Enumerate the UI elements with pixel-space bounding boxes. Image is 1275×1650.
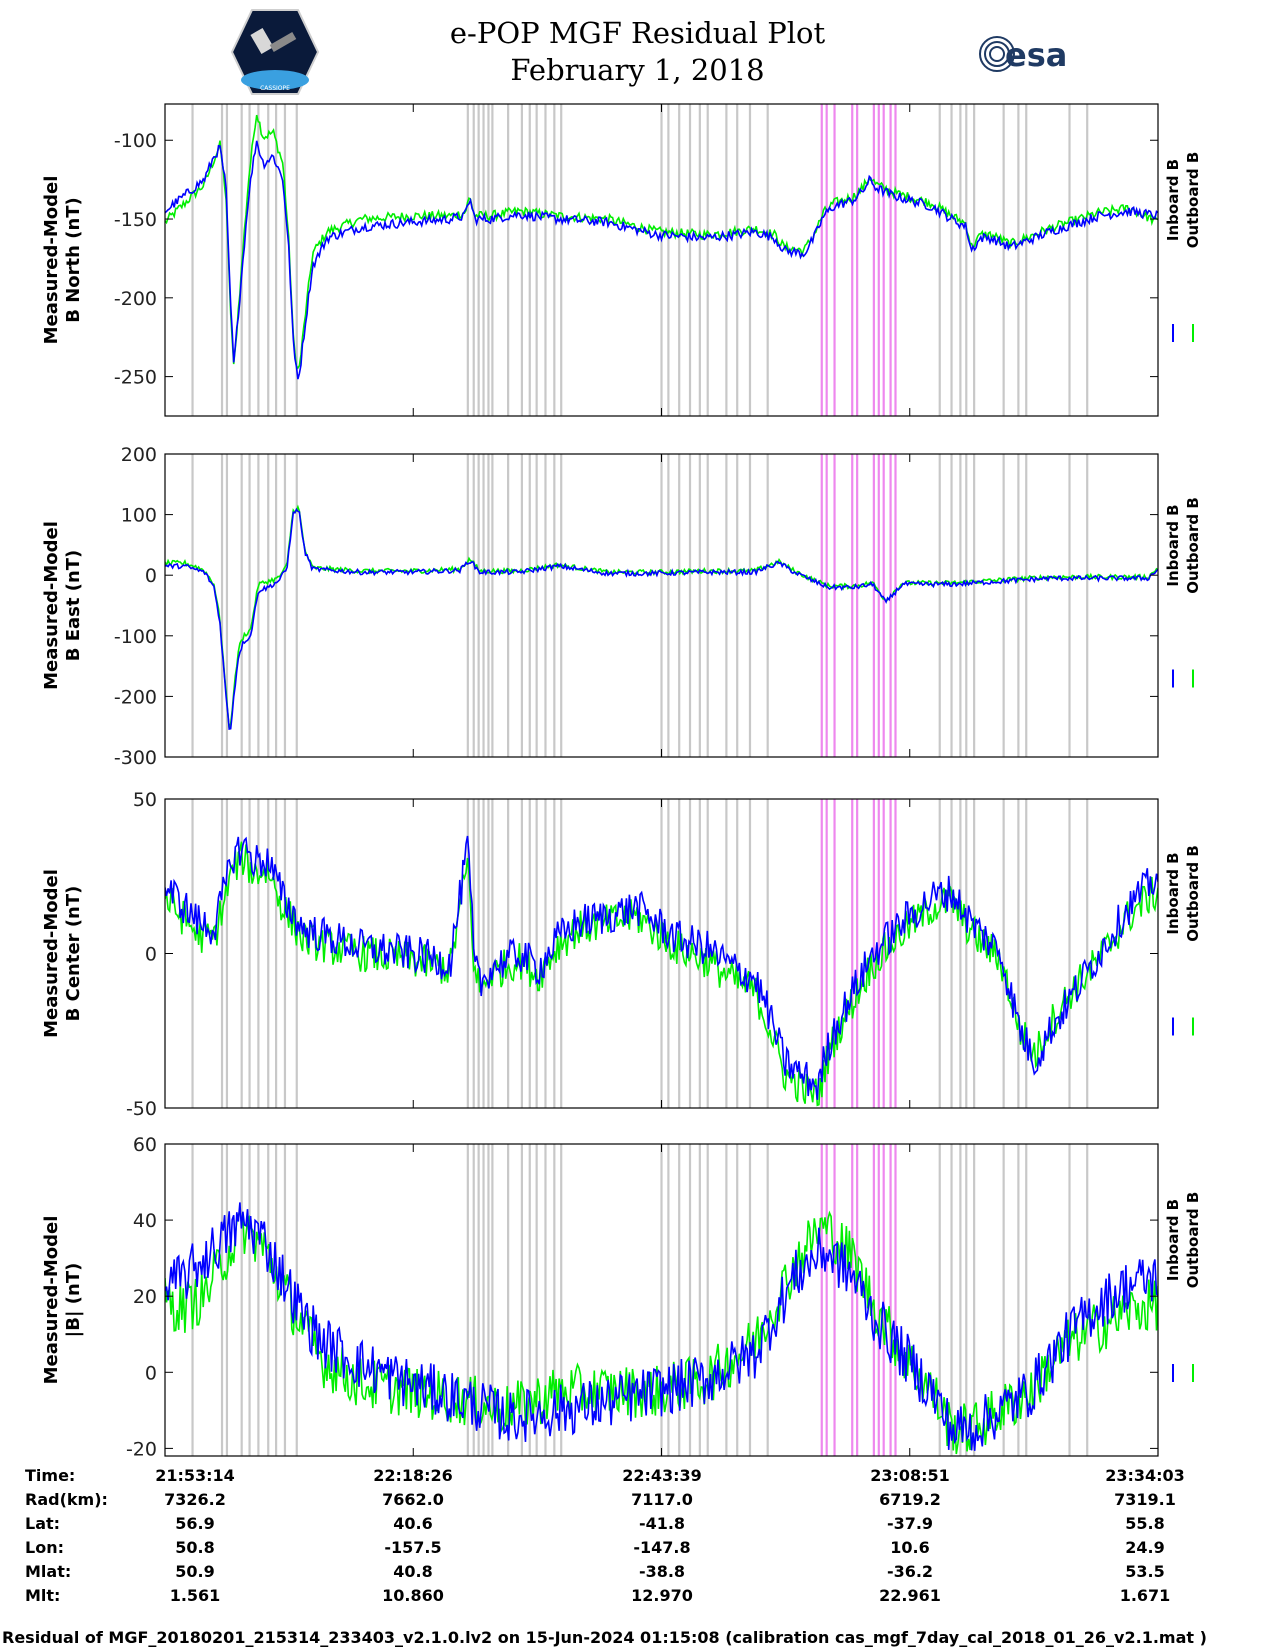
y-tick-label: 100 (121, 505, 157, 527)
time-value: 22:18:26 (373, 1466, 453, 1485)
outboard-series-line (165, 114, 1158, 370)
y-axis-label: Measured-ModelB Center (nT) (41, 869, 84, 1038)
y-axis-label: Measured-ModelB North (nT) (41, 176, 84, 345)
y-tick-label: -200 (114, 686, 157, 708)
rad-value: 7662.0 (382, 1490, 444, 1509)
svg-text:esa: esa (1005, 36, 1067, 74)
esa-logo: esa (979, 36, 1067, 74)
y-tick-label: 0 (145, 565, 157, 587)
rad-value: 7319.1 (1114, 1490, 1176, 1509)
rad-value: 7117.0 (631, 1490, 693, 1509)
row-label-lon: Lon: (25, 1538, 64, 1557)
inboard-series-line (165, 507, 1158, 730)
lon-value: 50.8 (175, 1538, 215, 1557)
lon-value: -157.5 (384, 1538, 442, 1557)
y-tick-label: -50 (126, 1098, 157, 1120)
y-tick-label: 40 (133, 1210, 157, 1232)
panel-total: 60 40 20 0 -20 Measured-Model|B| (nT) Inboard … (41, 1134, 1202, 1460)
inboard-series-line (165, 1202, 1158, 1451)
legend-outboard-label: Outboard B (1184, 845, 1202, 942)
mlt-value: 1.561 (169, 1586, 221, 1605)
y-tick-label: -200 (114, 288, 157, 310)
row-label-rad: Rad(km): (25, 1490, 108, 1509)
lon-value: 10.6 (890, 1538, 930, 1557)
time-value: 23:34:03 (1105, 1466, 1185, 1485)
lon-value: 24.9 (1125, 1538, 1165, 1557)
mlat-value: 53.5 (1125, 1562, 1165, 1581)
inboard-series-line (165, 140, 1158, 380)
y-tick-label: 60 (133, 1134, 157, 1156)
chart-subtitle-date: February 1, 2018 (510, 53, 765, 87)
lon-value: -147.8 (633, 1538, 691, 1557)
legend-inboard-label: Inboard B (1164, 504, 1182, 586)
mlt-value: 10.860 (382, 1586, 444, 1605)
rad-value: 7326.2 (164, 1490, 226, 1509)
y-axis-label: Measured-ModelB East (nT) (41, 521, 84, 690)
mlat-value: 40.8 (393, 1562, 433, 1581)
y-tick-label: 0 (145, 1362, 157, 1384)
panel-center: 50 0 -50 Measured-ModelB Center (nT) Inboard… (41, 789, 1202, 1120)
svg-text:CASSIOPE: CASSIOPE (260, 85, 290, 92)
mlt-value: 12.970 (631, 1586, 693, 1605)
mlt-value: 22.961 (879, 1586, 941, 1605)
time-value: 22:43:39 (622, 1466, 702, 1485)
panel-east: 200 100 0 -100 -200 -300 Measured-ModelB East … (41, 444, 1202, 769)
row-label-mlat: Mlat: (25, 1562, 72, 1581)
time-value: 23:08:51 (870, 1466, 950, 1485)
lat-value: 56.9 (175, 1514, 215, 1533)
panel-north: -100 -150 -200 -250 Measured-ModelB North (n… (41, 103, 1202, 417)
y-tick-label: -250 (114, 367, 157, 389)
chart-title: e-POP MGF Residual Plot (449, 16, 826, 50)
row-label-lat: Lat: (25, 1514, 61, 1533)
y-tick-label: -100 (114, 626, 157, 648)
y-tick-label: 50 (133, 789, 157, 811)
inboard-series-line (165, 835, 1158, 1100)
outboard-series-line (165, 1209, 1158, 1455)
y-tick-label: 20 (133, 1286, 157, 1308)
footer-caption: Residual of MGF_20180201_215314_233403_v… (2, 1628, 1207, 1647)
lat-value: 40.6 (393, 1514, 433, 1533)
legend-outboard-label: Outboard B (1184, 152, 1202, 249)
mlat-value: -36.2 (886, 1562, 934, 1581)
mlt-value: 1.671 (1119, 1586, 1171, 1605)
cassiope-logo: CASSIOPE (230, 9, 320, 95)
legend-inboard-label: Inboard B (1164, 1199, 1182, 1281)
lat-value: -41.8 (638, 1514, 686, 1533)
outboard-series-line (165, 504, 1158, 729)
legend-outboard-label: Outboard B (1184, 1192, 1202, 1289)
y-tick-label: 0 (145, 944, 157, 966)
y-axis-label: Measured-Model|B| (nT) (41, 1216, 84, 1385)
mlat-value: 50.9 (175, 1562, 215, 1581)
lat-value: -37.9 (886, 1514, 934, 1533)
y-tick-label: -20 (126, 1438, 157, 1460)
legend-inboard-label: Inboard B (1164, 159, 1182, 241)
rad-value: 6719.2 (879, 1490, 941, 1509)
mlat-value: -38.8 (638, 1562, 686, 1581)
y-tick-label: -300 (114, 747, 157, 769)
y-tick-label: 200 (121, 444, 157, 466)
row-label-time: Time: (25, 1466, 76, 1485)
y-tick-label: -150 (114, 209, 157, 231)
lat-value: 55.8 (1125, 1514, 1165, 1533)
legend-inboard-label: Inboard B (1164, 852, 1182, 934)
legend-outboard-label: Outboard B (1184, 497, 1202, 594)
row-label-mlt: Mlt: (25, 1586, 61, 1605)
y-tick-label: -100 (114, 130, 157, 152)
time-value: 21:53:14 (155, 1466, 235, 1485)
